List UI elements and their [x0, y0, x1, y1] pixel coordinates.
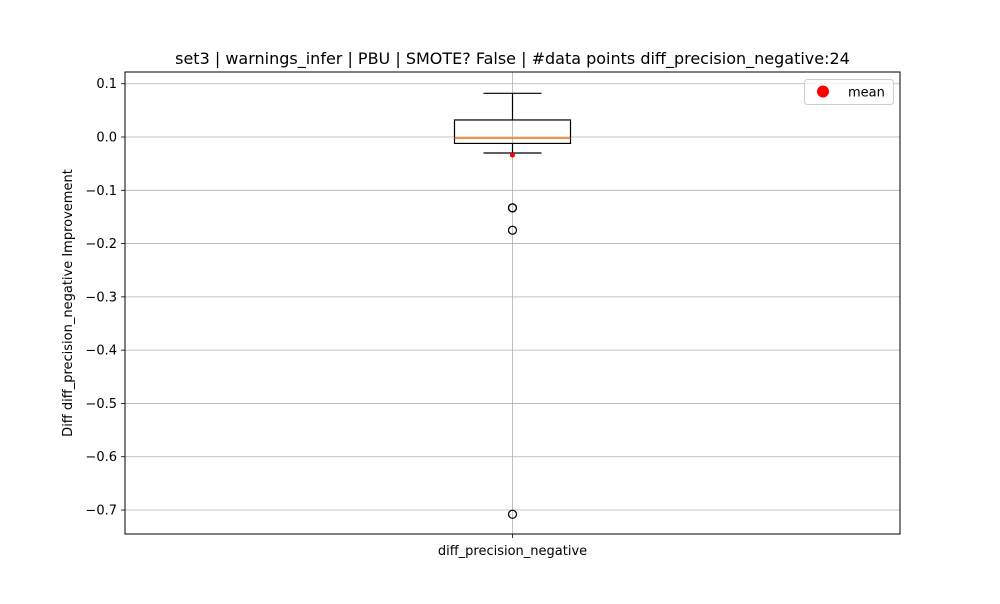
outlier-point — [507, 509, 518, 519]
iqr-box — [453, 119, 572, 145]
chart-title: set3 | warnings_infer | PBU | SMOTE? Fal… — [175, 49, 850, 69]
x-tick-label: diff_precision_negative — [438, 544, 587, 559]
y-tick-label: −0.1 — [85, 184, 117, 199]
legend-mean-label: mean — [848, 86, 885, 101]
y-tick-label: 0.1 — [96, 77, 117, 92]
y-tick-label: −0.4 — [85, 344, 117, 359]
y-tick-label: −0.7 — [85, 504, 117, 519]
x-axis-ticks: diff_precision_negative — [438, 534, 587, 559]
y-tick-label: −0.3 — [85, 290, 117, 305]
box-layer — [453, 92, 572, 519]
mean-point — [510, 152, 515, 158]
outlier-point — [507, 203, 518, 213]
legend: mean — [804, 79, 894, 105]
grid-layer — [125, 72, 900, 534]
outlier-point — [507, 225, 518, 235]
legend-mean-marker — [817, 85, 829, 98]
y-tick-label: −0.2 — [85, 237, 117, 252]
plot-frame — [124, 71, 901, 535]
y-tick-label: −0.5 — [85, 397, 117, 412]
legend-frame — [804, 79, 894, 105]
y-tick-label: −0.6 — [85, 450, 117, 465]
y-axis-ticks: 0.1 0.0 −0.1 −0.2 −0.3 −0.4 −0.5 −0.6 −0.7 — [85, 77, 125, 519]
y-axis-label: Diff diff_precision_negative Improvement — [61, 169, 76, 437]
y-tick-label: 0.0 — [96, 131, 117, 146]
